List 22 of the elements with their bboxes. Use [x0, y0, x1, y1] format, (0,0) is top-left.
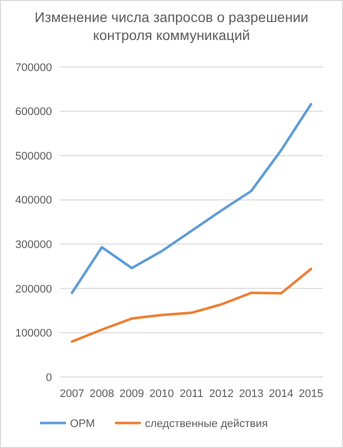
x-tick-label: 2011 — [180, 388, 204, 400]
x-tick-label: 2008 — [90, 388, 114, 400]
line-series — [70, 102, 312, 294]
y-tick-label: 100000 — [15, 328, 52, 340]
x-tick-label: 2012 — [209, 388, 234, 400]
x-tick-label: 2010 — [149, 388, 174, 400]
legend-label: следственные действия — [144, 418, 268, 430]
x-tick-label: 2009 — [120, 388, 144, 400]
legend-label: ОРМ — [70, 418, 95, 430]
y-tick-label: 700000 — [15, 62, 52, 74]
x-tick-label: 2007 — [60, 388, 84, 400]
y-tick-label: 300000 — [15, 238, 52, 251]
line-series — [70, 268, 312, 343]
x-tick-label: 2013 — [239, 388, 264, 400]
y-tick-label: 0 — [46, 372, 52, 384]
chart-title: Изменение числа запросов о разрешении контроля коммуникаций — [34, 9, 308, 43]
y-tick-label: 600000 — [15, 106, 52, 118]
y-tick-label: 400000 — [15, 194, 52, 207]
x-tick-label: 2014 — [268, 388, 294, 400]
y-tick-label: 200000 — [15, 283, 52, 296]
y-tick-label: 500000 — [15, 150, 52, 162]
x-tick-label: 2015 — [298, 388, 324, 400]
